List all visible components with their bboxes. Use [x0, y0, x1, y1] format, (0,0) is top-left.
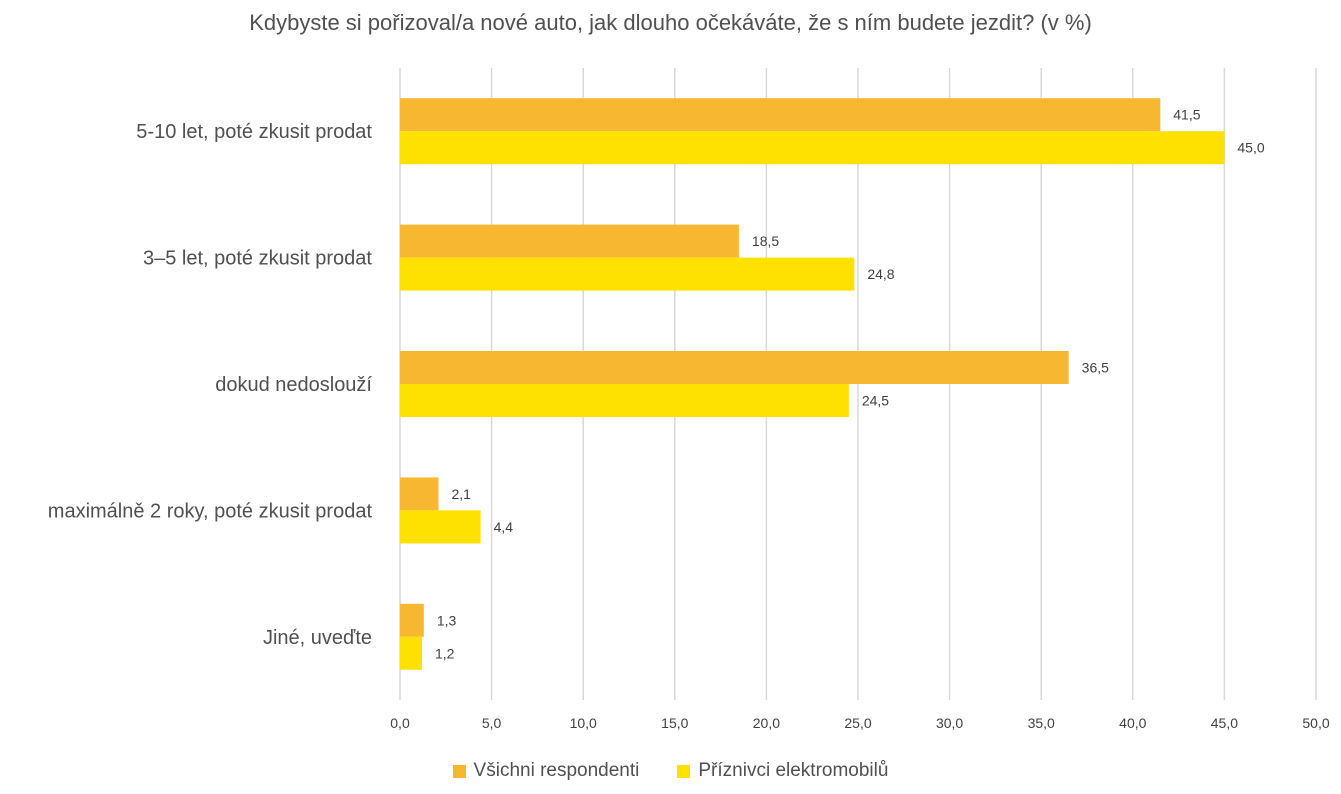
data-label: 24,5	[862, 393, 889, 409]
category-label: Jiné, uveďte	[263, 627, 372, 649]
legend-label-all-respondents: Všichni respondenti	[473, 760, 640, 781]
data-label: 4,4	[494, 519, 514, 535]
data-label: 2,1	[451, 486, 471, 502]
legend: Všichni respondenti Příznivci elektromob…	[0, 760, 1341, 782]
bar	[400, 510, 481, 544]
x-tick-label: 0,0	[390, 715, 410, 731]
data-label: 1,3	[437, 612, 457, 628]
data-label: 18,5	[752, 233, 779, 249]
legend-label-ev-supporters: Příznivci elektromobilů	[698, 760, 889, 781]
category-label: dokud nedoslouží	[215, 374, 372, 396]
legend-item-all-respondents: Všichni respondenti	[452, 760, 640, 782]
x-tick-label: 5,0	[482, 715, 502, 731]
x-tick-label: 45,0	[1211, 715, 1238, 731]
data-label: 24,8	[867, 266, 894, 282]
chart-title: Kdybyste si pořizoval/a nové auto, jak d…	[249, 10, 1092, 35]
data-label: 1,2	[435, 645, 455, 661]
x-tick-label: 25,0	[844, 715, 871, 731]
x-tick-label: 50,0	[1302, 715, 1329, 731]
legend-swatch-all-respondents	[452, 764, 466, 778]
legend-swatch-ev-supporters	[677, 764, 691, 778]
x-tick-label: 35,0	[1028, 715, 1055, 731]
data-label: 41,5	[1173, 107, 1200, 123]
category-label: 3–5 let, poté zkusit prodat	[143, 248, 372, 270]
bar	[400, 224, 739, 258]
legend-item-ev-supporters: Příznivci elektromobilů	[677, 760, 888, 782]
data-label: 36,5	[1082, 360, 1109, 376]
category-label: maximálně 2 roky, poté zkusit prodat	[48, 500, 373, 522]
bar	[400, 131, 1225, 165]
x-tick-label: 10,0	[570, 715, 597, 731]
x-tick-label: 40,0	[1119, 715, 1146, 731]
x-tick-label: 15,0	[661, 715, 688, 731]
bar	[400, 636, 422, 670]
category-label: 5-10 let, poté zkusit prodat	[136, 121, 372, 143]
x-tick-label: 20,0	[753, 715, 780, 731]
bar	[400, 257, 855, 291]
bar	[400, 603, 424, 637]
data-label: 45,0	[1237, 140, 1264, 156]
bar	[400, 98, 1161, 132]
bar	[400, 384, 849, 417]
bar	[400, 351, 1069, 384]
x-tick-label: 30,0	[936, 715, 963, 731]
bar	[400, 477, 439, 511]
